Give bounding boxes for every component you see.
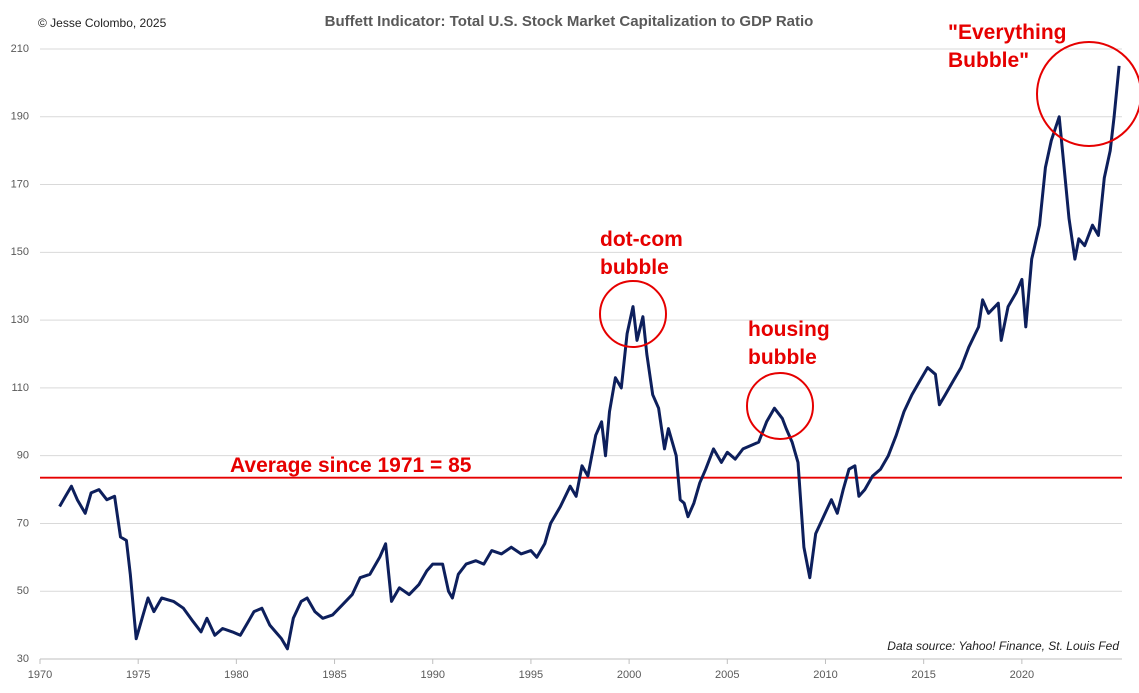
annotation: dot-com bubble — [600, 228, 683, 279]
chart-title: Buffett Indicator: Total U.S. Stock Mark… — [325, 13, 814, 30]
annotation: housing bubble — [748, 318, 830, 369]
y-tick-label: 210 — [11, 43, 29, 55]
x-tick-label: 1980 — [224, 669, 248, 681]
y-tick-label: 30 — [17, 653, 29, 665]
x-tick-label: 2015 — [911, 669, 935, 681]
x-tick-label: 1990 — [420, 669, 444, 681]
source: Data source: Yahoo! Finance, St. Louis F… — [887, 639, 1119, 653]
annotation-circle — [746, 372, 814, 440]
x-tick-label: 1985 — [322, 669, 346, 681]
y-tick-label: 90 — [17, 450, 29, 462]
y-tick-label: 190 — [11, 111, 29, 123]
annotation-circle — [599, 280, 667, 348]
y-tick-label: 110 — [11, 382, 29, 394]
x-tick-label: 2005 — [715, 669, 739, 681]
average-label: Average since 1971 = 85 — [230, 454, 472, 477]
annotation: "Everything Bubble" — [948, 21, 1066, 72]
y-tick-label: 170 — [11, 178, 29, 190]
x-tick-label: 1970 — [28, 669, 52, 681]
y-tick-label: 50 — [17, 585, 29, 597]
y-tick-label: 130 — [11, 314, 29, 326]
x-tick-label: 1995 — [519, 669, 543, 681]
x-tick-label: 2000 — [617, 669, 641, 681]
x-tick-label: 2020 — [1010, 669, 1034, 681]
y-tick-label: 150 — [11, 246, 29, 258]
credit: © Jesse Colombo, 2025 — [38, 16, 167, 30]
x-tick-label: 1975 — [126, 669, 150, 681]
data-line — [58, 65, 1121, 651]
y-tick-label: 70 — [17, 517, 29, 529]
annotation-circle — [1036, 41, 1139, 147]
x-tick-label: 2010 — [813, 669, 837, 681]
